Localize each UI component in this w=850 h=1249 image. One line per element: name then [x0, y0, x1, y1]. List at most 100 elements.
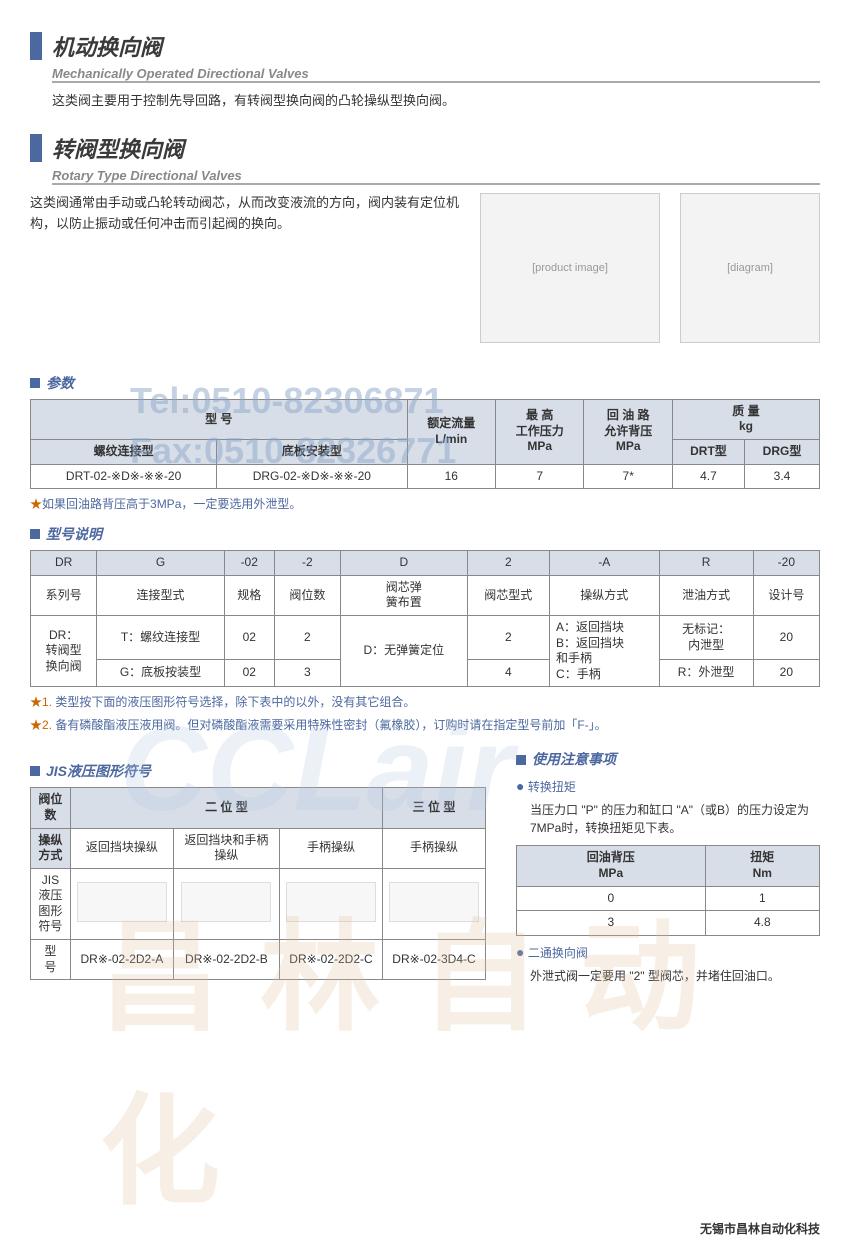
section1-title-en: Mechanically Operated Directional Valves — [52, 66, 820, 83]
usage-heading-text: 使用注意事项 — [532, 749, 616, 770]
code-4: D — [340, 551, 467, 576]
th-method: 操纵方式 — [31, 828, 71, 868]
td-drg: 3.4 — [744, 464, 819, 489]
label-2: 规格 — [224, 575, 274, 615]
body-conn-g: G：底板按装型 — [97, 660, 225, 687]
th-torque: 扭矩 Nm — [705, 846, 819, 886]
model-2: DR※-02-2D2-C — [279, 940, 382, 980]
torque-table: 回油背压 MPa 扭矩 Nm 0 1 3 4.8 — [516, 845, 820, 935]
label-8: 设计号 — [753, 575, 819, 615]
body-series: DR： 转阀型 换向阀 — [31, 615, 97, 686]
code-5: 2 — [467, 551, 549, 576]
section1-title: 机动换向阀 — [30, 30, 820, 62]
section1-desc: 这类阀主要用于控制先导回路，有转阀型换向阀的凸轮操纵型换向阀。 — [52, 91, 820, 112]
usage-two-desc: 外泄式阀一定要用 "2" 型阀芯，并堵住回油口。 — [530, 967, 820, 985]
code-8: -20 — [753, 551, 819, 576]
label-7: 泄油方式 — [659, 575, 753, 615]
body-spring: D：无弹簧定位 — [340, 615, 467, 686]
modelcode-heading-text: 型号说明 — [46, 524, 102, 544]
section2-title: 转阀型换向阀 — [30, 132, 820, 164]
code-1: G — [97, 551, 225, 576]
body-design2: 20 — [753, 660, 819, 687]
section1-title-cn: 机动换向阀 — [52, 30, 162, 62]
th-twopos: 二 位 型 — [70, 788, 382, 828]
body-drain1: 无标记： 内泄型 — [659, 615, 753, 659]
td-maxp: 7 — [495, 464, 583, 489]
method-0: 返回挡块操纵 — [70, 828, 173, 868]
sym-2 — [279, 868, 382, 939]
td-backp: 7* — [584, 464, 672, 489]
body-spool2: 4 — [467, 660, 549, 687]
th-mass: 质 量 kg — [672, 399, 819, 439]
r1c2: 1 — [705, 886, 819, 911]
td-flow: 16 — [407, 464, 495, 489]
footer-company: 无锡市昌林自动化科技 — [700, 1220, 820, 1237]
body-size1: 02 — [224, 615, 274, 659]
label-0: 系列号 — [31, 575, 97, 615]
body-design1: 20 — [753, 615, 819, 659]
r2c1: 3 — [517, 911, 706, 936]
th-maxp: 最 高 工作压力 MPa — [495, 399, 583, 464]
model-3: DR※-02-3D4-C — [382, 940, 485, 980]
th-base: 底板安装型 — [217, 439, 407, 464]
modelcode-note1: ★1. 类型按下面的液压图形符号选择，除下表中的以外，没有其它组合。 — [30, 693, 820, 710]
params-table: 型 号 额定流量 L/min 最 高 工作压力 MPa 回 油 路 允许背压 M… — [30, 399, 820, 489]
th-drg: DRG型 — [744, 439, 819, 464]
section2-title-cn: 转阀型换向阀 — [52, 132, 184, 164]
th-threepos: 三 位 型 — [382, 788, 485, 828]
body-conn-t: T：螺纹连接型 — [97, 615, 225, 659]
params-note-text: 如果回油路背压高于3MPa，一定要选用外泄型。 — [42, 497, 301, 511]
th-flow: 额定流量 L/min — [407, 399, 495, 464]
method-2: 手柄操纵 — [279, 828, 382, 868]
modelcode-note2: ★2. 备有磷酸酯液压液用阀。但对磷酸酯液需要采用特殊性密封（氟橡胶），订购时请… — [30, 716, 820, 733]
label-4: 阀芯弹 簧布置 — [340, 575, 467, 615]
body-oper: A：返回挡块 B：返回挡块 和手柄 C：手柄 — [550, 615, 659, 686]
jis-heading-text: JIS液压图形符号 — [46, 761, 151, 781]
usage-heading: 使用注意事项 — [516, 749, 820, 770]
square-icon — [30, 378, 40, 388]
square-icon — [516, 755, 526, 765]
method-3: 手柄操纵 — [382, 828, 485, 868]
model-0: DR※-02-2D2-A — [70, 940, 173, 980]
th-backp: 回 油 路 允许背压 MPa — [584, 399, 672, 464]
th-drt: DRT型 — [672, 439, 744, 464]
td-thread: DRT-02-※D※-※※-20 — [31, 464, 217, 489]
th-pos: 阀位数 — [31, 788, 71, 828]
modelcode-table: DR G -02 -2 D 2 -A R -20 系列号 连接型式 规格 阀位数… — [30, 550, 820, 687]
model-1: DR※-02-2D2-B — [173, 940, 279, 980]
label-5: 阀芯型式 — [467, 575, 549, 615]
modelcode-note2-text: 备有磷酸酯液压液用阀。但对磷酸酯液需要采用特殊性密封（氟橡胶），订购时请在指定型… — [55, 718, 606, 732]
body-pos1: 2 — [274, 615, 340, 659]
usage-sub-two-text: 二通换向阀 — [528, 946, 588, 960]
usage-sub-torque-text: 转换扭矩 — [528, 780, 576, 794]
product-image: [product image] — [480, 193, 660, 343]
product-diagram: [diagram] — [680, 193, 820, 343]
r2c2: 4.8 — [705, 911, 819, 936]
square-icon — [30, 766, 40, 776]
params-heading: 参数 — [30, 373, 820, 393]
params-note: ★如果回油路背压高于3MPa，一定要选用外泄型。 — [30, 495, 820, 512]
code-6: -A — [550, 551, 659, 576]
code-2: -02 — [224, 551, 274, 576]
th-model: 型 号 — [31, 399, 408, 439]
body-spool1: 2 — [467, 615, 549, 659]
modelcode-note1-text: 类型按下面的液压图形符号选择，除下表中的以外，没有其它组合。 — [55, 695, 415, 709]
square-icon — [30, 529, 40, 539]
th-backp2: 回油背压 MPa — [517, 846, 706, 886]
label-1: 连接型式 — [97, 575, 225, 615]
r1c1: 0 — [517, 886, 706, 911]
th-thread: 螺纹连接型 — [31, 439, 217, 464]
body-size2: 02 — [224, 660, 274, 687]
usage-sub-torque: ● 转换扭矩 — [516, 776, 820, 797]
title-bar-icon — [30, 32, 42, 60]
body-drain2: R：外泄型 — [659, 660, 753, 687]
modelcode-heading: 型号说明 — [30, 524, 820, 544]
sym-0 — [70, 868, 173, 939]
jis-table: 阀位数 二 位 型 三 位 型 操纵方式 返回挡块操纵 返回挡块和手柄操纵 手柄… — [30, 787, 486, 980]
code-7: R — [659, 551, 753, 576]
label-6: 操纵方式 — [550, 575, 659, 615]
params-heading-text: 参数 — [46, 373, 74, 393]
sym-3 — [382, 868, 485, 939]
usage-sub-two: ● 二通换向阀 — [516, 942, 820, 963]
td-drt: 4.7 — [672, 464, 744, 489]
